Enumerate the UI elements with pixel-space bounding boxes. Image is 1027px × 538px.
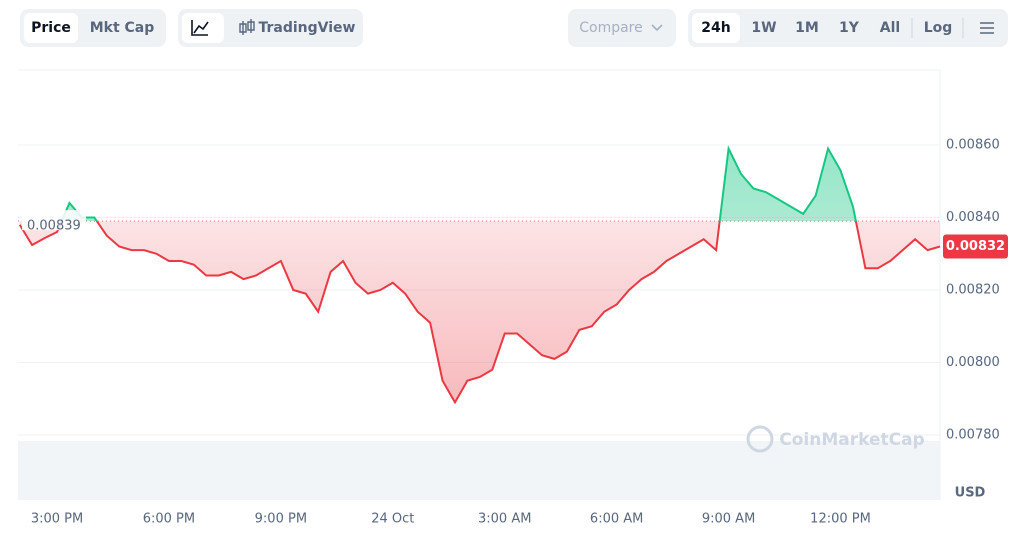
y-tick-label: 0.00800: [946, 355, 1000, 370]
compare-button[interactable]: [568, 9, 676, 47]
range[interactable]: All: [880, 20, 900, 36]
watermark: CoinMarketCap: [779, 430, 924, 450]
log-toggle[interactable]: Log: [924, 20, 953, 36]
chevron: [651, 24, 663, 32]
line-icon: [191, 20, 209, 36]
y-tick-label: 0.00860: [946, 138, 1000, 153]
y-unit: USD: [955, 486, 986, 501]
tab[interactable]: Mkt Cap: [90, 20, 155, 36]
candle-icon: [239, 19, 255, 35]
area-down: [19, 221, 940, 403]
plot: 0.00780 0.00800 0.00820 0.00840 0.00860 3:00 …: [18, 138, 1008, 527]
line-down: [18, 221, 941, 405]
current-price-badge: [943, 234, 1008, 259]
volume-area: [18, 441, 940, 500]
x-tick-label: 9:00 AM: [702, 512, 755, 527]
y-tick-label: 0.00820: [946, 283, 1000, 298]
watermark-logo: [746, 425, 774, 453]
x-tick-label: 12:00 PM: [810, 512, 871, 527]
settings-icon[interactable]: [980, 22, 994, 34]
range-tabs: [688, 9, 1008, 47]
x-tick-label: 6:00 AM: [590, 512, 643, 527]
tab[interactable]: TradingView: [259, 20, 356, 36]
range[interactable]: 1W: [751, 20, 776, 36]
line-up: [60, 145, 857, 222]
baseline-label: 0.00839: [27, 219, 81, 234]
current-price: 0.00832: [946, 239, 1005, 254]
range[interactable]: 1M: [795, 20, 819, 36]
tab[interactable]: Price: [31, 20, 71, 36]
x-tick-label: 3:00 AM: [478, 512, 531, 527]
y-tick-label: 0.00840: [946, 210, 1000, 225]
area-up: [19, 148, 940, 222]
chart-tabs: [178, 9, 363, 47]
y-tick-label: 0.00780: [946, 428, 1000, 443]
compare-label: Compare: [579, 20, 643, 36]
x-tick-label: 24 Oct: [371, 512, 414, 527]
x-tick-label: 9:00 PM: [255, 512, 307, 527]
range[interactable]: 1Y: [839, 20, 860, 36]
selected-range: [692, 13, 740, 43]
x-tick-label: 3:00 PM: [31, 512, 83, 527]
x-tick-label: 6:00 PM: [143, 512, 195, 527]
baseline-label-bg: [22, 210, 86, 231]
selected-tab: [24, 13, 78, 43]
range[interactable]: 24h: [701, 20, 730, 36]
